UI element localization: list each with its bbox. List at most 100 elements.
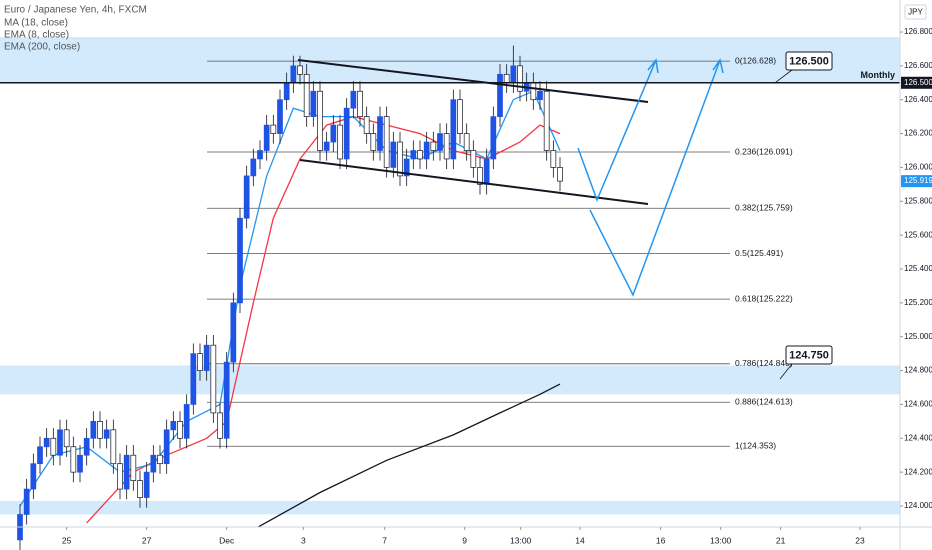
candle-body (63, 429, 70, 448)
candle-body (277, 99, 283, 134)
callout-box (785, 51, 833, 71)
y-tick-label: 125.600 (904, 230, 932, 239)
fib-label: 0.786(124.840) (735, 358, 793, 368)
indicator-line (19, 90, 561, 507)
candle-body (137, 480, 143, 498)
legend-entry: MA (18, close) (4, 18, 68, 29)
x-tick-label: Dec (219, 535, 235, 545)
candle-body (537, 90, 543, 101)
candle-body (290, 65, 297, 84)
price-tag (901, 175, 932, 188)
projection-arrows (577, 58, 724, 297)
candle-body (257, 150, 263, 160)
x-tick-label: 16 (656, 535, 666, 545)
candle-body (430, 141, 437, 151)
y-tick-label: 125.400 (904, 264, 932, 273)
candle-body (463, 133, 470, 151)
candle-body (303, 73, 310, 117)
fib-label: 0.5(125.491) (735, 248, 783, 258)
candle-body (237, 217, 243, 304)
candle-body (250, 158, 257, 177)
candle-body (383, 116, 390, 168)
channel-bottom (299, 159, 649, 205)
candle-body (217, 412, 223, 439)
x-tick-label: 9 (462, 535, 467, 545)
candle-body (377, 116, 383, 151)
candle-body (163, 429, 170, 465)
candle-body (190, 353, 197, 405)
candle-body (283, 82, 290, 101)
x-tick-label: 27 (142, 535, 152, 545)
fib-label: 0.618(125.222) (735, 293, 793, 303)
channel (297, 59, 649, 205)
y-tick-label: 126.000 (904, 163, 932, 172)
candle-body (77, 454, 83, 473)
candle-body (343, 107, 350, 160)
price-tag-label: 125.919 (904, 176, 932, 185)
candle-body (30, 463, 37, 490)
candle-body (210, 344, 217, 414)
y-tick-label: 124.600 (904, 400, 932, 409)
x-tick-label: 25 (62, 535, 72, 545)
candle-body (497, 73, 503, 117)
x-tick-label: 14 (575, 535, 585, 545)
candle-body (510, 65, 517, 84)
candle-body (350, 90, 357, 109)
candle-body (23, 488, 30, 515)
arrow-head (712, 58, 724, 74)
fib-label: 0(126.628) (735, 55, 776, 65)
candle-body (437, 133, 443, 151)
candle-body (370, 133, 377, 151)
callout-box (785, 345, 833, 365)
y-tick-label: 125.200 (904, 298, 932, 307)
candle-body (337, 124, 343, 160)
candle-body (50, 437, 57, 456)
chart-title: Euro / Japanese Yen, 4h, FXCM (4, 5, 147, 16)
candle-body (177, 421, 183, 439)
arrow-path (577, 59, 657, 203)
candle-body (103, 429, 110, 439)
callout-label: 126.500 (789, 55, 829, 67)
x-tick-label: 3 (301, 535, 306, 545)
fib-label: 1(124.353) (735, 440, 776, 450)
candle-body (410, 150, 417, 160)
x-tick-label: 21 (776, 535, 786, 545)
candle-body (270, 124, 277, 134)
price-tag-label: 126.500 (904, 78, 932, 87)
candle-body (317, 90, 323, 151)
price-tag (901, 76, 932, 89)
candle-body (323, 141, 330, 151)
candle-body (150, 454, 157, 473)
y-tick-label: 126.400 (904, 95, 932, 104)
candle-body (450, 99, 457, 160)
candle-body (557, 167, 563, 182)
fib-label: 0.236(126.091) (735, 146, 793, 156)
candle-body (263, 124, 270, 151)
candle-body (70, 446, 77, 473)
candle-body (483, 158, 490, 185)
axes: 126.800 126.600 126.400 126.200 126.000 125.8… (62, 27, 932, 545)
candle-body (390, 141, 397, 168)
y-tick-label: 124.800 (904, 366, 932, 375)
indicator-line (256, 383, 561, 527)
legend-entry: EMA (200, close) (4, 42, 80, 53)
candle-body (543, 90, 550, 151)
candle-body (457, 99, 463, 134)
candle-body (223, 361, 230, 439)
candle-body (123, 454, 130, 490)
candle-body (110, 429, 117, 465)
candle-body (183, 404, 190, 439)
y-tick-label: 124.000 (904, 501, 932, 510)
candle-body (443, 133, 450, 160)
x-tick-label: 7 (382, 535, 387, 545)
candle-body (397, 141, 403, 177)
candle-body (550, 150, 557, 168)
fib-label: 0.886(124.613) (735, 396, 793, 406)
x-tick-label: 13:00 (510, 535, 532, 545)
zone (0, 500, 900, 515)
candle-body (357, 90, 363, 117)
arrow-head (647, 58, 659, 74)
candle-body (83, 437, 90, 456)
candle-body (37, 446, 43, 465)
